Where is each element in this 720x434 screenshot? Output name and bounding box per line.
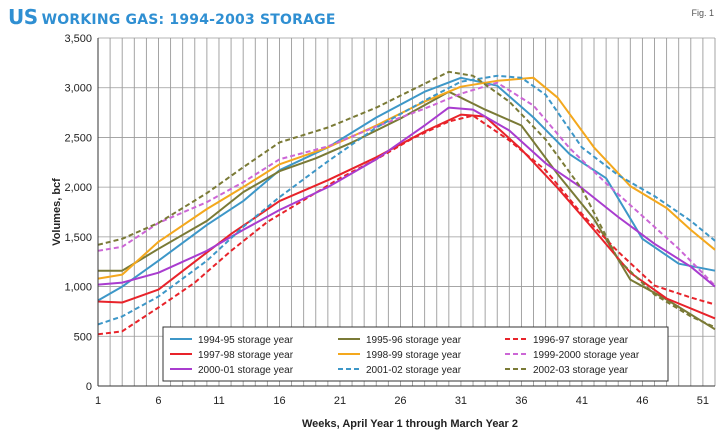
legend-label-5: 1999-2000 storage year <box>533 350 640 361</box>
x-tick-label: 31 <box>455 395 467 407</box>
x-axis-label: Weeks, April Year 1 through March Year 2 <box>302 418 518 430</box>
legend-label-7: 2001-02 storage year <box>366 365 462 376</box>
x-tick-label: 21 <box>334 395 346 407</box>
y-tick-label: 500 <box>74 331 92 343</box>
y-tick-label: 3,500 <box>64 33 92 45</box>
x-tick-label: 1 <box>95 395 101 407</box>
legend-label-4: 1998-99 storage year <box>366 350 462 361</box>
legend: 1994-95 storage year 1995-96 storage year… <box>162 326 669 382</box>
series-line-5 <box>97 81 716 287</box>
x-axis-ticks: 1 6 11 16 21 26 31 36 41 46 51 <box>95 395 709 407</box>
series-lines <box>97 70 716 336</box>
chart-title-main: WORKING GAS: 1994-2003 STORAGE <box>41 12 336 28</box>
figure-label: Fig. 1 <box>691 8 714 18</box>
x-tick-label: 26 <box>394 395 406 407</box>
legend-label-0: 1994-95 storage year <box>198 335 294 346</box>
y-tick-label: 2,000 <box>64 182 92 194</box>
legend-label-6: 2000-01 storage year <box>198 365 294 376</box>
legend-label-8: 2002-03 storage year <box>533 365 629 376</box>
chart-title-prefix: US <box>8 5 38 29</box>
x-tick-label: 46 <box>636 395 648 407</box>
series-line-3 <box>97 113 716 320</box>
chart-title: US WORKING GAS: 1994-2003 STORAGE <box>8 5 336 31</box>
y-axis-label: Volumes, bcf <box>51 178 63 246</box>
legend-label-3: 1997-98 storage year <box>198 350 294 361</box>
x-tick-label: 36 <box>515 395 527 407</box>
y-tick-label: 1,000 <box>64 282 92 294</box>
y-tick-label: 2,500 <box>64 132 92 144</box>
series-line-6 <box>97 106 716 288</box>
x-tick-label: 11 <box>213 395 224 407</box>
x-tick-label: 41 <box>576 395 588 407</box>
x-tick-label: 16 <box>273 395 285 407</box>
series-line-0 <box>97 76 716 302</box>
series-line-4 <box>97 76 716 280</box>
y-tick-label: 3,000 <box>64 83 92 95</box>
series-line-7 <box>97 74 716 326</box>
y-axis-ticks: 0 500 1,000 1,500 2,000 2,500 3,000 3,500 <box>64 33 92 393</box>
y-tick-label: 1,500 <box>64 232 92 244</box>
legend-box <box>162 326 669 382</box>
legend-label-2: 1996-97 storage year <box>533 335 629 346</box>
x-tick-label: 6 <box>155 395 161 407</box>
series-line-8 <box>97 70 716 329</box>
x-tick-label: 51 <box>697 395 709 407</box>
legend-label-1: 1995-96 storage year <box>366 335 462 346</box>
y-tick-label: 0 <box>86 381 92 393</box>
